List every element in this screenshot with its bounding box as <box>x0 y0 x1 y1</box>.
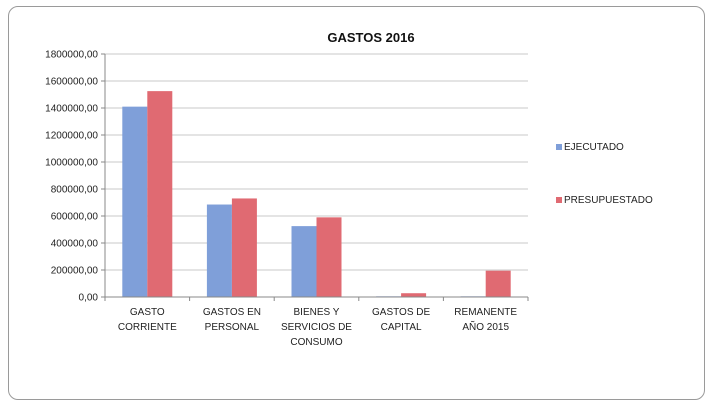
bar-presupuestado <box>316 217 342 297</box>
x-category-label: AÑO 2015 <box>462 320 509 333</box>
x-category-label: BIENES Y <box>294 307 340 318</box>
gridlines <box>105 53 528 271</box>
x-category-label: CORRIENTE <box>118 322 177 333</box>
y-tick-label: 1000000,00 <box>45 158 98 169</box>
legend-label: PRESUPUESTADO <box>564 195 653 206</box>
y-tick-label: 0,00 <box>79 293 99 304</box>
chart-title: GASTOS 2016 <box>327 30 414 45</box>
y-tick-label: 600000,00 <box>51 212 99 223</box>
x-category-label: GASTOS EN <box>203 307 261 318</box>
legend-label: EJECUTADO <box>564 142 624 153</box>
x-category-label: PERSONAL <box>205 322 260 333</box>
x-category-label: CONSUMO <box>290 337 342 348</box>
bar-ejecutado <box>122 106 148 298</box>
y-tick-label: 1600000,00 <box>45 77 98 88</box>
bar-presupuestado <box>147 91 173 297</box>
y-axis: 0,00 200000,00 400000,00 600000,00 800000,00… <box>45 50 106 304</box>
x-axis: GASTO CORRIENTE GASTOS EN PERSONAL BIENES Y S… <box>104 296 529 348</box>
y-tick-label: 1800000,00 <box>45 50 98 61</box>
bar-presupuestado <box>231 198 257 297</box>
x-category-label: REMANENTE <box>454 307 517 318</box>
legend-swatch <box>556 144 562 150</box>
y-tick-label: 400000,00 <box>51 239 99 250</box>
x-category-label: CAPITAL <box>381 322 422 333</box>
bar-ejecutado <box>291 226 317 297</box>
legend-swatch <box>556 197 562 203</box>
bar-presupuestado <box>401 293 427 297</box>
bar-presupuestado <box>485 270 511 297</box>
bars <box>122 91 511 298</box>
x-category-label: GASTOS DE <box>372 307 430 318</box>
y-tick-label: 800000,00 <box>51 185 99 196</box>
legend: EJECUTADO PRESUPUESTADO <box>556 142 653 206</box>
y-tick-label: 1400000,00 <box>45 104 98 115</box>
y-tick-label: 1200000,00 <box>45 131 98 142</box>
y-tick-label: 200000,00 <box>51 266 99 277</box>
bar-ejecutado <box>206 204 232 297</box>
x-category-label: GASTO <box>130 307 165 318</box>
x-category-label: SERVICIOS DE <box>281 322 352 333</box>
